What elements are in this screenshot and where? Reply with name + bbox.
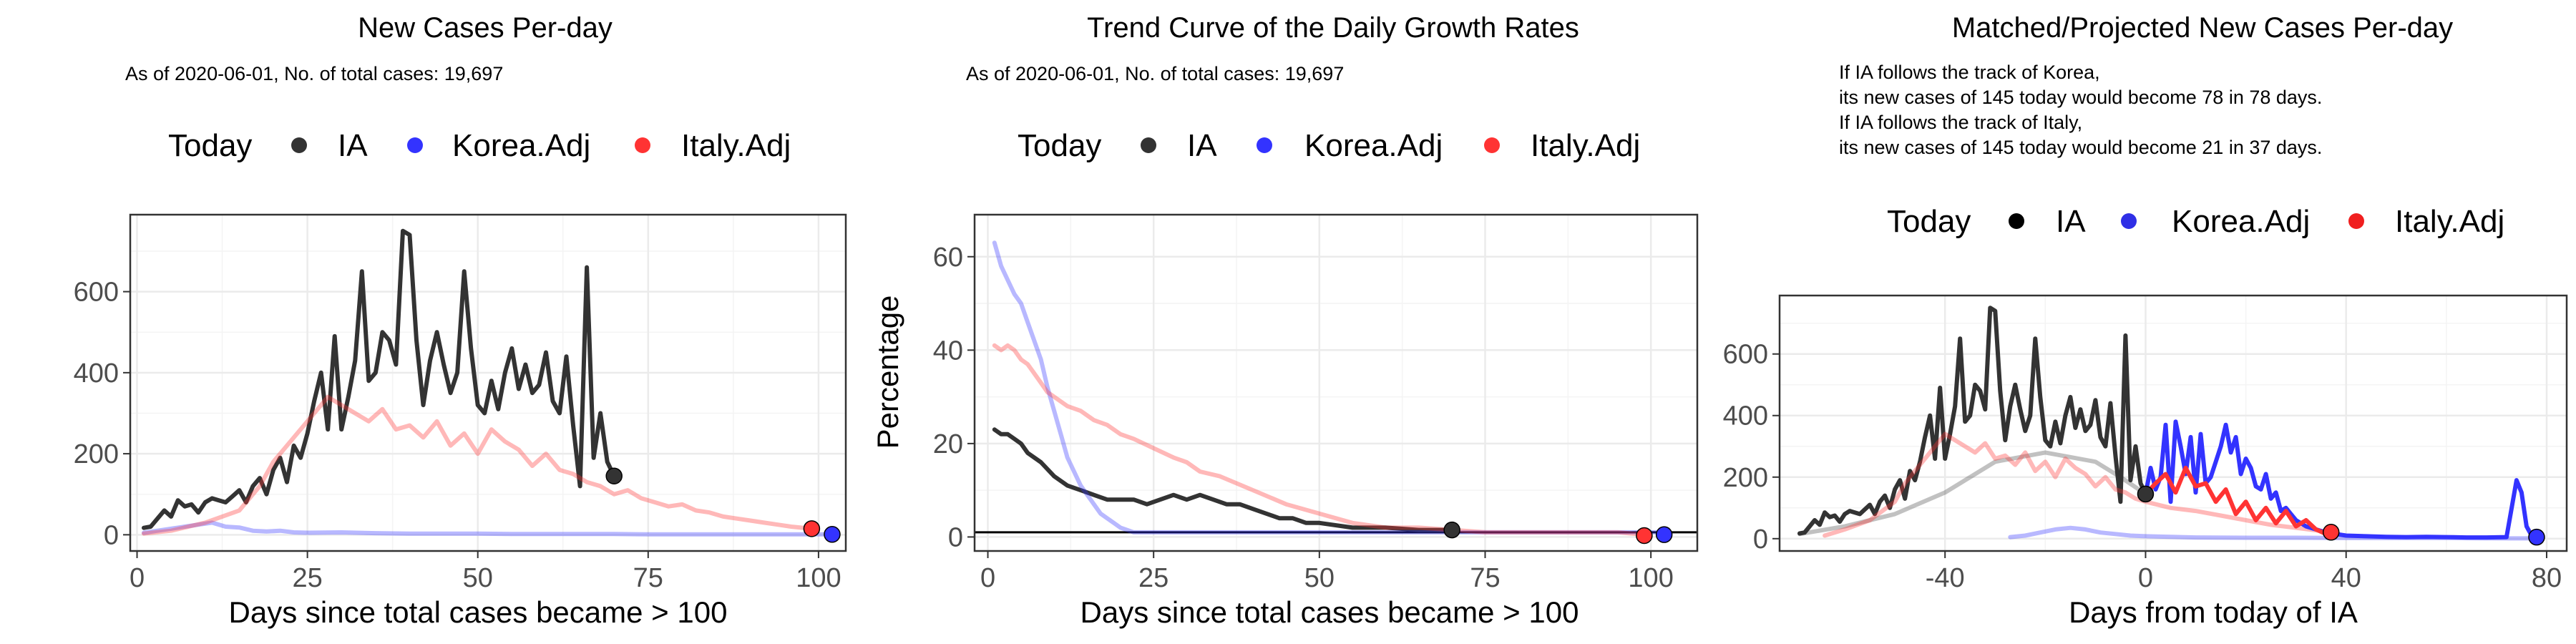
chart-subtitle-line-1: If IA follows the track of Korea,	[1839, 62, 2100, 83]
panel-projected: Matched/Projected New Cases Per-day If I…	[1723, 12, 2568, 629]
today-point-italy-adj	[803, 520, 821, 537]
chart-subtitle: As of 2020-06-01, No. of total cases: 19…	[125, 63, 503, 84]
panel-border	[973, 213, 1699, 552]
legend-label-korea: Korea.Adj	[452, 128, 590, 163]
legend-marker-italy	[1484, 137, 1500, 153]
legend-marker-korea	[1257, 137, 1272, 153]
today-point-korea-adj	[824, 526, 841, 543]
x-tick-label: 0	[2138, 563, 2153, 593]
x-tick-label: 100	[1628, 563, 1673, 593]
legend-label-korea: Korea.Adj	[2172, 204, 2310, 239]
y-tick-label: 400	[1723, 401, 1768, 431]
series-line-ia-history-faded	[1797, 450, 2148, 537]
y-tick-label: 0	[1753, 525, 1768, 555]
today-point-ia	[2137, 485, 2155, 503]
panel-border	[129, 213, 847, 552]
chart-subtitle-line-2: its new cases of 145 today would become …	[1839, 87, 2322, 108]
y-tick-label: 0	[104, 520, 119, 550]
today-point-korea-adj	[2528, 528, 2545, 546]
chart-subtitle: As of 2020-06-01, No. of total cases: 19…	[966, 63, 1344, 84]
y-tick-label: 400	[74, 358, 119, 389]
plot-area: 0 25 50 75 100 0 200 400 600	[74, 213, 847, 593]
series-line-ia	[992, 427, 1455, 532]
legend-marker-italy	[635, 137, 650, 153]
series-line-italy-adj	[2143, 465, 2333, 537]
legend-marker-korea	[407, 137, 423, 153]
y-tick-label: 600	[1723, 340, 1768, 370]
today-point-korea-adj	[1655, 526, 1673, 543]
series-line-korea-adj	[992, 240, 1667, 535]
legend-title: Today	[1887, 204, 1971, 239]
x-tick-label: 25	[1138, 563, 1169, 593]
today-point-italy-adj	[1636, 527, 1653, 545]
x-tick-label: 25	[292, 563, 322, 593]
series-line-italy-adj	[992, 343, 1646, 537]
plot-area: -40 0 40 80 0 200 400 600	[1723, 294, 2568, 593]
y-tick-label: 60	[933, 243, 963, 273]
panel-border	[1778, 294, 2568, 552]
today-point-ia	[605, 467, 623, 484]
y-tick-label: 0	[948, 522, 963, 552]
legend-marker-italy	[2348, 213, 2364, 229]
series-line-korea-adj	[2143, 419, 2539, 540]
legend-label-italy: Italy.Adj	[2395, 204, 2504, 239]
series-line-ia	[1797, 306, 2148, 536]
y-tick-label: 200	[74, 439, 119, 469]
series-line-italy-adj	[142, 394, 814, 536]
legend-label-ia: IA	[1187, 128, 1217, 163]
chart-subtitle-line-3: If IA follows the track of Italy,	[1839, 112, 2082, 133]
legend-marker-ia	[2009, 213, 2024, 229]
y-tick-label: 200	[1723, 463, 1768, 493]
minor-gridlines	[975, 215, 1697, 551]
series-line-italy-adj-history	[1823, 431, 2333, 538]
legend-marker-ia	[291, 137, 307, 153]
x-tick-label: 40	[2331, 563, 2361, 593]
y-tick-label: 600	[74, 278, 119, 308]
legend-label-ia: IA	[338, 128, 368, 163]
legend: Today IA Korea.Adj Italy.Adj	[1887, 204, 2504, 239]
chart-title: New Cases Per-day	[358, 12, 613, 44]
x-tick-label: 0	[130, 563, 145, 593]
legend-label-ia: IA	[2056, 204, 2086, 239]
chart-subtitle-line-4: its new cases of 145 today would become …	[1839, 137, 2322, 158]
chart-title: Matched/Projected New Cases Per-day	[1952, 12, 2453, 44]
legend-marker-ia	[1141, 137, 1156, 153]
minor-gridlines	[130, 215, 846, 551]
legend-title: Today	[1018, 128, 1101, 163]
x-tick-label: 100	[796, 563, 841, 593]
x-tick-label: 80	[2532, 563, 2562, 593]
panel-growth-rates: Trend Curve of the Daily Growth Rates As…	[871, 12, 1699, 629]
x-tick-label: 50	[1304, 563, 1335, 593]
y-tick-label: 20	[933, 429, 963, 459]
x-axis-label: Days since total cases became > 100	[229, 595, 728, 629]
x-tick-label: 50	[463, 563, 493, 593]
x-tick-label: 75	[1470, 563, 1500, 593]
legend-label-korea: Korea.Adj	[1304, 128, 1443, 163]
y-tick-label: 40	[933, 336, 963, 366]
legend-label-italy: Italy.Adj	[1531, 128, 1640, 163]
today-point-italy-adj	[2322, 524, 2340, 541]
legend-marker-korea	[2121, 213, 2137, 229]
x-axis-label: Days from today of IA	[2069, 595, 2358, 629]
y-axis-label: Percentage	[871, 296, 904, 449]
series-line-ia	[142, 228, 617, 530]
plot-area: 0 25 50 75 100 0 20 40 60	[933, 213, 1699, 593]
legend: Today IA Korea.Adj Italy.Adj	[1018, 128, 1640, 163]
x-tick-label: 0	[980, 563, 995, 593]
legend-title: Today	[168, 128, 252, 163]
x-axis-label: Days since total cases became > 100	[1080, 595, 1579, 629]
x-tick-label: -40	[1926, 563, 1965, 593]
legend-label-italy: Italy.Adj	[681, 128, 791, 163]
legend: Today IA Korea.Adj Italy.Adj	[168, 128, 791, 163]
x-tick-label: 75	[633, 563, 663, 593]
today-point-ia	[1443, 521, 1460, 539]
chart-title: Trend Curve of the Daily Growth Rates	[1087, 12, 1579, 44]
series-line-korea-adj	[142, 520, 834, 537]
panel-new-cases: New Cases Per-day As of 2020-06-01, No. …	[74, 12, 847, 629]
